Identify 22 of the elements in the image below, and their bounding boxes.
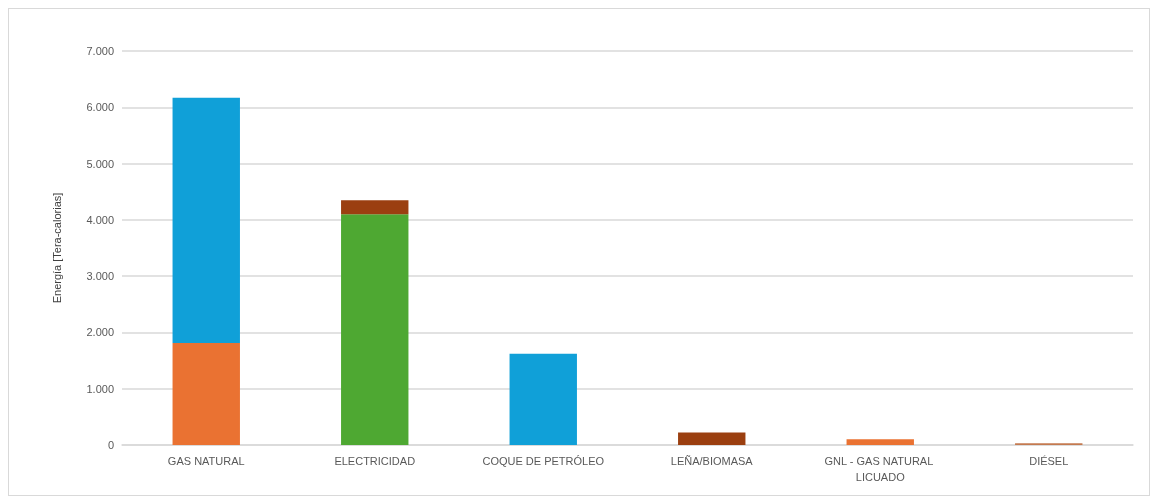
x-tick-label: DIÉSEL [1029, 455, 1069, 467]
x-tick-label: GNL - GAS NATURAL LICUADO [824, 455, 936, 483]
x-tick-label: LEÑA/BIOMASA [670, 455, 754, 467]
y-tick-label: 2.000 [86, 326, 114, 339]
bar [341, 214, 409, 445]
y-tick-label: 5.000 [86, 157, 114, 170]
x-tick-label: COQUE DE PETRÓLEO [482, 455, 605, 467]
y-tick-label: 0 [107, 439, 114, 451]
x-tick-label: ELECTRICIDAD [334, 455, 416, 467]
y-axis-title: Energía [Tera-calorias] [50, 192, 63, 304]
bar [341, 200, 409, 215]
bar [846, 439, 914, 445]
y-tick-label: 3.000 [86, 270, 114, 283]
x-tick-label: GAS NATURAL [167, 455, 245, 467]
bar [509, 353, 577, 445]
bar [678, 432, 746, 445]
bar [172, 343, 240, 445]
y-tick-label: 7.000 [86, 45, 114, 57]
bar [172, 97, 240, 344]
y-tick-label: 6.000 [86, 101, 114, 114]
y-tick-label: 4.000 [86, 213, 114, 226]
y-tick-label: 1.000 [86, 382, 114, 395]
